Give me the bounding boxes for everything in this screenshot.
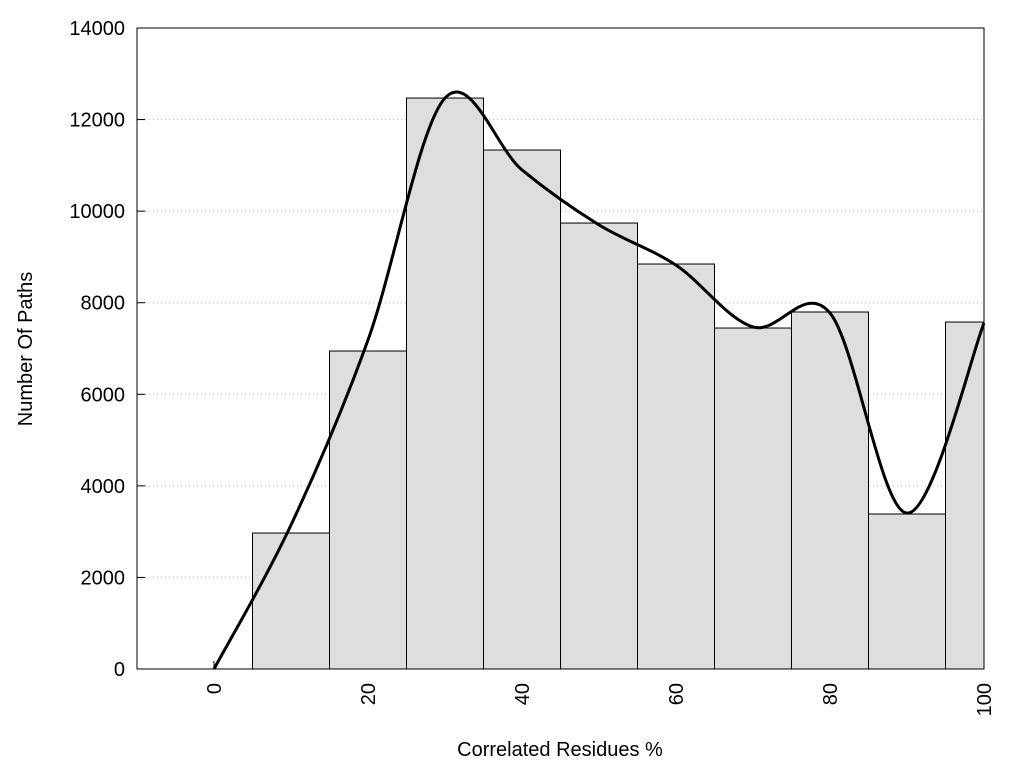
y-tick-label: 14000: [69, 18, 125, 40]
bar: [483, 149, 561, 670]
y-tick-label: 0: [114, 659, 125, 681]
x-tick-label: 40: [512, 683, 534, 705]
plot-frame: [136, 27, 985, 670]
x-axis-label: Correlated Residues %: [457, 739, 663, 761]
bar: [329, 350, 407, 670]
bar: [406, 97, 484, 670]
y-tick-label: 2000: [81, 567, 126, 589]
bar: [714, 327, 792, 670]
bar: [560, 222, 638, 670]
bar: [945, 321, 985, 670]
y-tick-label: 6000: [81, 384, 126, 406]
density-line: [212, 90, 986, 670]
bar: [791, 311, 869, 670]
bar: [637, 263, 715, 670]
y-tick-label: 8000: [81, 293, 126, 315]
y-tick-label: 12000: [69, 110, 125, 132]
y-tick-label: 10000: [69, 201, 125, 223]
x-tick-label: 20: [358, 683, 380, 705]
bar: [868, 513, 946, 670]
x-tick-label: 100: [974, 683, 996, 716]
y-tick-label: 4000: [81, 476, 126, 498]
y-axis-label: Number Of Paths: [15, 272, 37, 427]
x-tick-label: 60: [666, 683, 688, 705]
x-tick-label: 80: [820, 683, 842, 705]
x-tick-label: 0: [204, 683, 226, 694]
bar: [252, 532, 330, 670]
